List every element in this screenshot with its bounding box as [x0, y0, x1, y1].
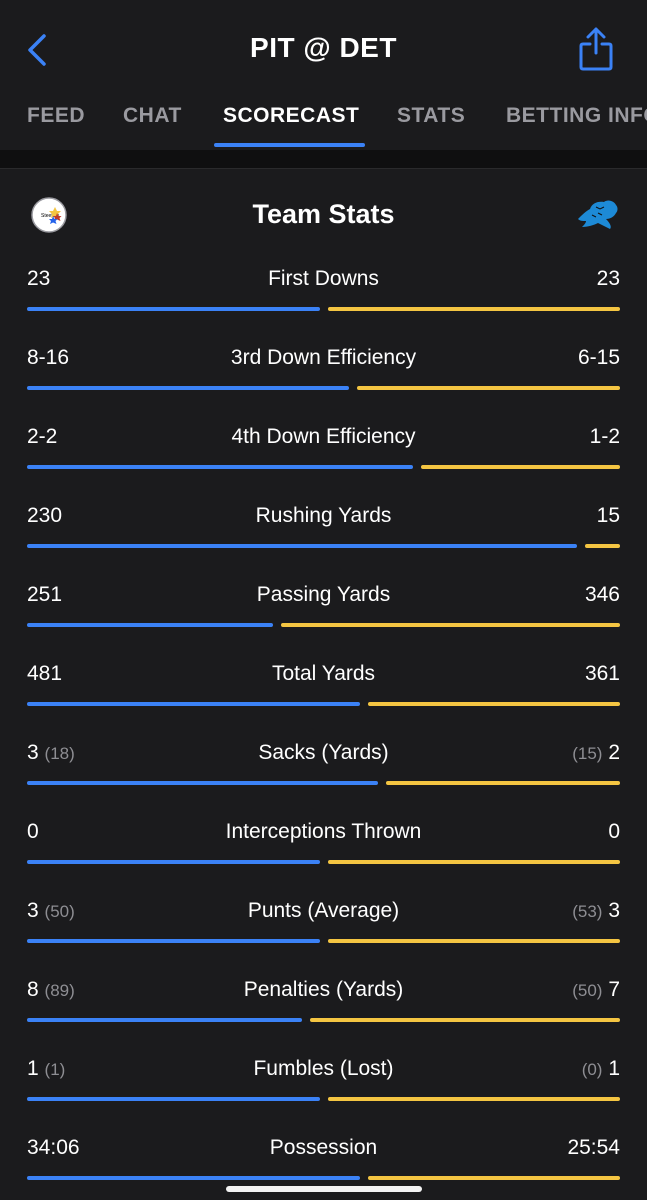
section-title: Team Stats: [252, 199, 395, 229]
app-header: PIT @ DET FEED CHAT SCORECAST STATS BETT…: [0, 0, 647, 150]
away-bar: [368, 1176, 620, 1180]
tab-chat[interactable]: CHAT: [123, 104, 182, 127]
stat-row-first-downs: 23 First Downs 23: [0, 267, 647, 346]
home-value: 1 (1): [27, 1057, 66, 1080]
home-value: 3 (50): [27, 899, 75, 922]
away-value: 361: [584, 662, 620, 685]
away-value: (15) 2: [572, 741, 620, 764]
home-bar: [27, 623, 273, 627]
stat-label: Penalties (Yards): [243, 978, 404, 1001]
stat-label: 4th Down Efficiency: [231, 425, 416, 448]
stat-label: Possession: [269, 1136, 378, 1159]
tab-scorecast[interactable]: SCORECAST: [223, 104, 360, 127]
share-icon[interactable]: [579, 26, 613, 72]
stat-label: Interceptions Thrown: [225, 820, 422, 843]
home-value: 8 (89): [27, 978, 75, 1001]
away-value: (53) 3: [572, 899, 620, 922]
tab-feed[interactable]: FEED: [27, 104, 86, 127]
away-value: 1-2: [589, 425, 620, 448]
away-bar: [328, 307, 620, 311]
back-chevron-icon[interactable]: [22, 32, 54, 68]
home-bar: [27, 702, 360, 706]
stat-row-passing-yards: 251 Passing Yards 346: [0, 583, 647, 662]
steelers-logo-icon: Steelers: [31, 197, 67, 233]
svg-text:Steelers: Steelers: [41, 213, 60, 219]
home-indicator[interactable]: [226, 1186, 422, 1192]
away-value: 0: [608, 820, 620, 843]
home-bar: [27, 860, 320, 864]
stat-label: Punts (Average): [247, 899, 400, 922]
away-bar: [368, 702, 620, 706]
page-title: PIT @ DET: [250, 32, 397, 63]
stat-row-fourth-down: 2-2 4th Down Efficiency 1-2: [0, 425, 647, 504]
tab-betting-info[interactable]: BETTING INFO: [506, 104, 647, 127]
home-value: 2-2: [27, 425, 58, 448]
stat-row-third-down: 8-16 3rd Down Efficiency 6-15: [0, 346, 647, 425]
away-value: 25:54: [567, 1136, 620, 1159]
away-bar: [328, 1097, 620, 1101]
active-tab-indicator: [214, 143, 365, 147]
stat-label: Fumbles (Lost): [253, 1057, 394, 1080]
away-bar: [421, 465, 620, 469]
home-bar: [27, 1176, 360, 1180]
stat-label: Sacks (Yards): [258, 741, 389, 764]
stat-row-penalties: 8 (89) Penalties (Yards) (50) 7: [0, 978, 647, 1057]
home-value: 3 (18): [27, 741, 75, 764]
stat-label: 3rd Down Efficiency: [230, 346, 417, 369]
lions-logo-icon: [576, 197, 620, 233]
home-bar: [27, 386, 349, 390]
away-bar: [328, 860, 620, 864]
away-bar: [585, 544, 620, 548]
home-bar: [27, 465, 413, 469]
team-stats-panel: Steelers Team Stats 23 First Downs 23 8-…: [0, 168, 647, 1200]
away-value: (0) 1: [581, 1057, 620, 1080]
stat-row-rushing-yards: 230 Rushing Yards 15: [0, 504, 647, 583]
stat-row-sacks: 3 (18) Sacks (Yards) (15) 2: [0, 741, 647, 820]
away-value: 15: [596, 504, 620, 527]
away-bar: [310, 1018, 620, 1022]
stat-label: Total Yards: [271, 662, 376, 685]
home-bar: [27, 1018, 302, 1022]
away-bar: [328, 939, 620, 943]
away-value: (50) 7: [572, 978, 620, 1001]
home-value: 8-16: [27, 346, 70, 369]
home-value: 481: [27, 662, 63, 685]
away-bar: [386, 781, 620, 785]
home-bar: [27, 781, 378, 785]
away-bar: [357, 386, 620, 390]
home-bar: [27, 544, 577, 548]
away-value: 23: [596, 267, 620, 290]
home-value: 251: [27, 583, 63, 606]
away-value: 346: [584, 583, 620, 606]
home-bar: [27, 307, 320, 311]
home-bar: [27, 1097, 320, 1101]
home-value: 34:06: [27, 1136, 80, 1159]
stat-row-fumbles: 1 (1) Fumbles (Lost) (0) 1: [0, 1057, 647, 1136]
stat-label: First Downs: [268, 267, 379, 290]
away-value: 6-15: [577, 346, 620, 369]
stat-row-punts: 3 (50) Punts (Average) (53) 3: [0, 899, 647, 978]
tab-stats[interactable]: STATS: [397, 104, 466, 127]
stat-label: Passing Yards: [256, 583, 391, 606]
stat-row-interceptions: 0 Interceptions Thrown 0: [0, 820, 647, 899]
stat-label: Rushing Yards: [255, 504, 392, 527]
stat-row-possession: 34:06 Possession 25:54: [0, 1136, 647, 1200]
away-bar: [281, 623, 620, 627]
stat-row-total-yards: 481 Total Yards 361: [0, 662, 647, 741]
home-value: 230: [27, 504, 63, 527]
home-value: 0: [27, 820, 39, 843]
home-bar: [27, 939, 320, 943]
tab-bar: FEED CHAT SCORECAST STATS BETTING INFO: [0, 104, 647, 150]
home-value: 23: [27, 267, 51, 290]
